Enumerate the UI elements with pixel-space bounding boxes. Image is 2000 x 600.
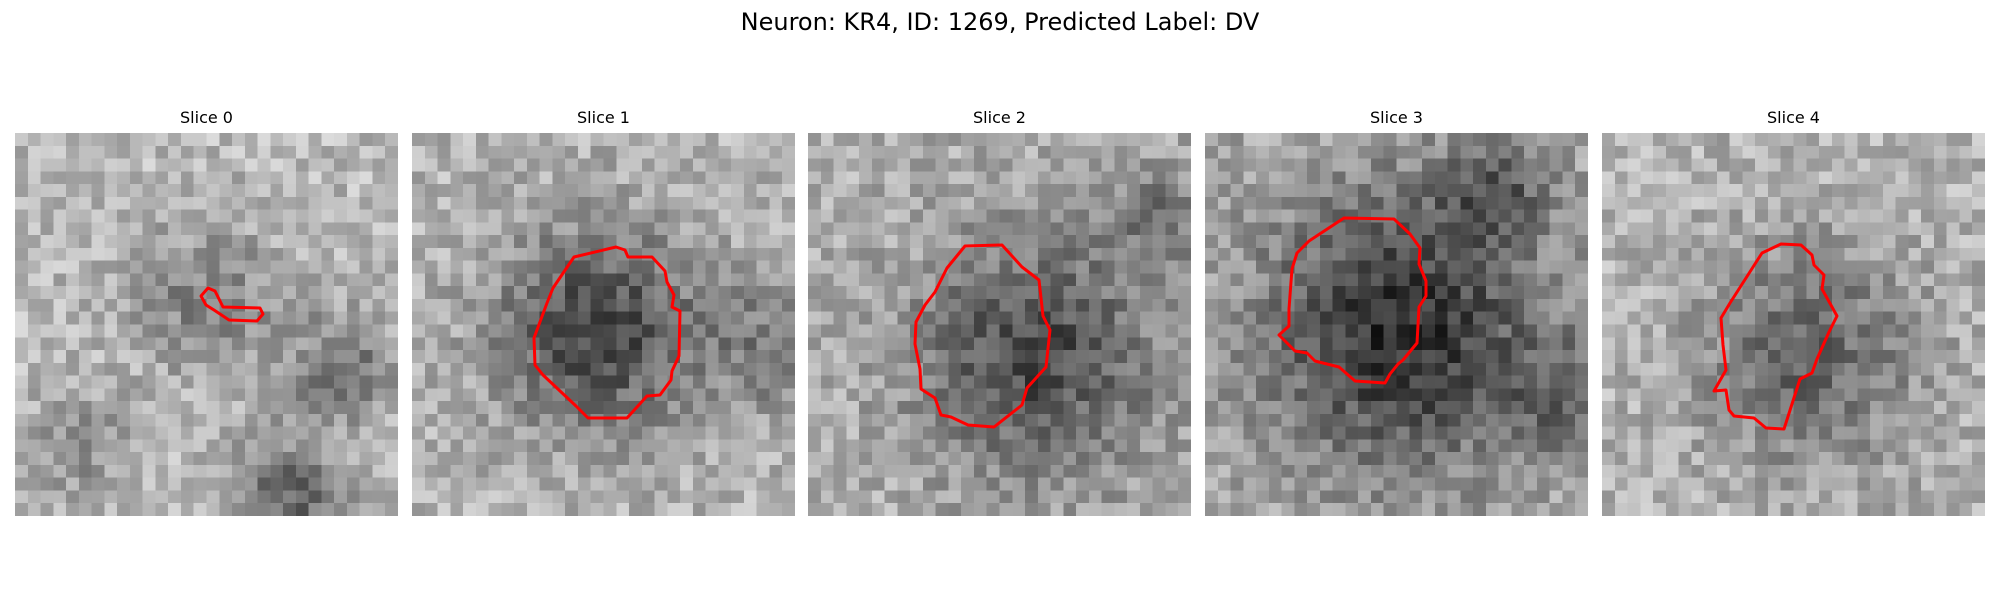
slice-panel-0: Slice 0 [15,108,398,516]
slice-noise-image-3 [1205,133,1588,516]
slice-contour-2 [913,243,1052,429]
slice-image-4 [1602,133,1985,516]
slice-noise-image-1 [412,133,795,516]
slice-panel-1: Slice 1 [412,108,795,516]
slice-panel-2: Slice 2 [808,108,1191,516]
contour-outline-4 [1712,242,1839,431]
slice-title-2: Slice 2 [973,108,1026,127]
slice-image-3 [1205,133,1588,516]
slice-image-1 [412,133,795,516]
slice-panel-4: Slice 4 [1602,108,1985,516]
slice-image-0 [15,133,398,516]
slice-contour-4 [1712,242,1839,431]
slice-contour-0 [199,286,265,323]
figure-title: Neuron: KR4, ID: 1269, Predicted Label: … [740,8,1260,36]
slice-title-3: Slice 3 [1370,108,1423,127]
slice-image-2 [808,133,1191,516]
contour-outline-2 [913,243,1052,429]
slice-contour-1 [532,245,682,420]
slice-title-0: Slice 0 [180,108,233,127]
slice-title-1: Slice 1 [577,108,630,127]
slice-noise-image-0 [15,133,398,516]
slice-noise-image-2 [808,133,1191,516]
slice-title-4: Slice 4 [1767,108,1820,127]
contour-outline-3 [1277,216,1428,385]
slice-panel-3: Slice 3 [1205,108,1588,516]
contour-outline-1 [532,245,682,420]
slice-noise-image-4 [1602,133,1985,516]
contour-outline-0 [199,286,265,323]
slice-contour-3 [1277,216,1428,385]
